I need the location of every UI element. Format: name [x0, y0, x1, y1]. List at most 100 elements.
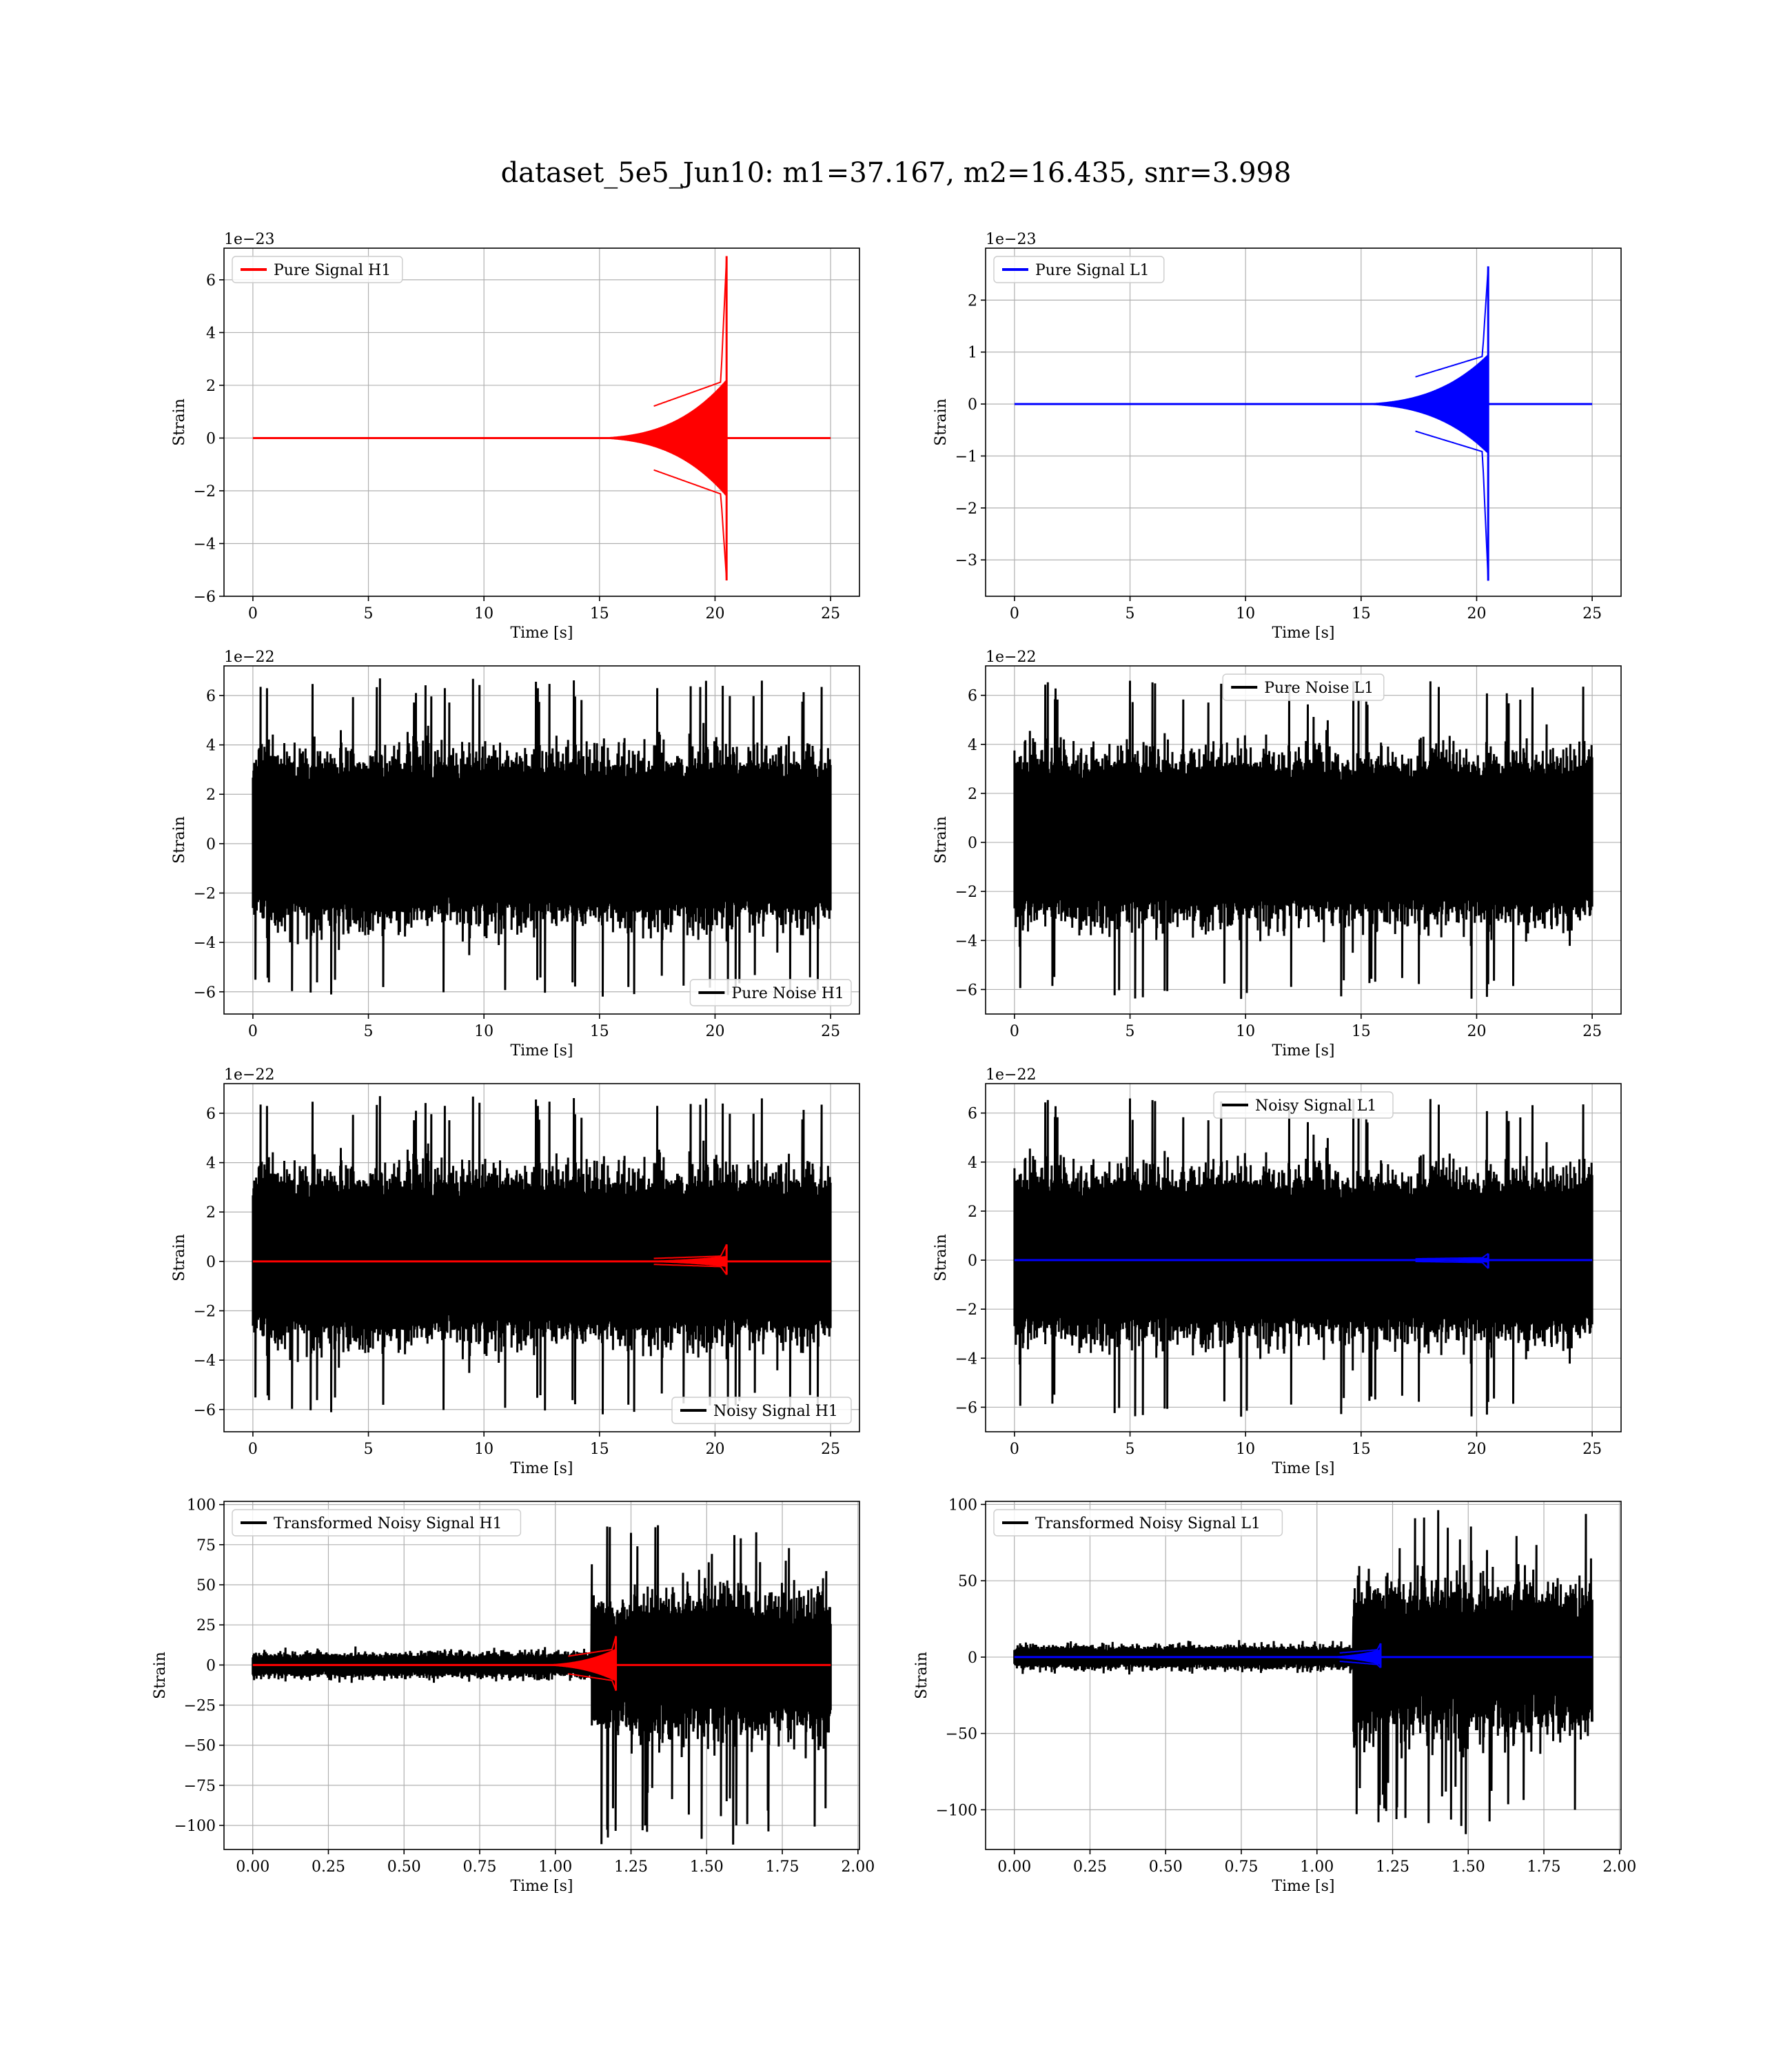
x-tick-label: 0 — [248, 1023, 258, 1040]
y-tick-label: 2 — [968, 786, 977, 803]
x-tick-label: 0 — [248, 1441, 258, 1458]
legend-label: Transformed Noisy Signal H1 — [274, 1515, 502, 1532]
series-line — [1013, 1098, 1594, 1417]
chirp-lower — [1339, 1661, 1381, 1669]
y-tick-label: 100 — [948, 1497, 977, 1514]
axes-frame — [223, 247, 860, 597]
y-tick-label: −50 — [946, 1726, 977, 1743]
chirp-upper — [1415, 1253, 1489, 1260]
y-tick-label: −6 — [194, 984, 216, 1002]
subplot-8: 0.00 0.25 0.50 0.75 1.00 1.25 1.50 1.75 2.00 −100… — [913, 1497, 1636, 1895]
offset-text: 1e−23 — [224, 231, 274, 248]
offset-text: 1e−22 — [986, 1066, 1036, 1084]
legend-box — [232, 1509, 522, 1537]
chirp-envelope — [589, 1244, 728, 1275]
x-axis-label: Time [s] — [1272, 1042, 1334, 1060]
figure-title: dataset_5e5_Jun10: m1=37.167, m2=16.435,… — [500, 157, 1292, 189]
x-axis-label: Time [s] — [510, 1878, 573, 1895]
series-line — [1013, 680, 1594, 1000]
legend-label: Pure Noise L1 — [1264, 680, 1374, 697]
y-tick-label: 100 — [187, 1497, 216, 1514]
y-tick-label: −1 — [955, 448, 977, 465]
x-tick-label: 10 — [1236, 1023, 1255, 1040]
legend: Pure Noise L1 — [1222, 673, 1385, 701]
x-tick-label: 10 — [1236, 1441, 1255, 1458]
y-tick-label: −2 — [955, 500, 977, 518]
x-tick-label: 25 — [1582, 1023, 1602, 1040]
x-tick-label: 0.25 — [312, 1858, 345, 1876]
y-tick-label: −4 — [194, 1352, 216, 1370]
y-axis-label: Strain — [152, 1652, 169, 1699]
x-tick-label: 0.00 — [997, 1858, 1031, 1876]
x-tick-label: 20 — [1467, 605, 1486, 622]
y-tick-label: 0 — [206, 430, 216, 447]
y-tick-label: 2 — [206, 1204, 216, 1221]
y-axis-label: Strain — [171, 398, 188, 446]
y-tick-label: 0 — [206, 1657, 216, 1674]
x-tick-label: 10 — [474, 1441, 493, 1458]
axes-frame — [985, 665, 1622, 1015]
y-tick-label: −75 — [184, 1778, 216, 1795]
legend-label: Pure Signal L1 — [1035, 262, 1150, 279]
x-tick-label: 1.00 — [538, 1858, 572, 1876]
x-tick-label: 20 — [705, 1441, 724, 1458]
x-tick-label: 15 — [1352, 1023, 1371, 1040]
y-axis-label: Strain — [171, 816, 188, 864]
y-tick-label: 50 — [958, 1573, 977, 1590]
legend-box — [689, 979, 852, 1006]
axes-frame — [985, 1083, 1622, 1432]
chirp-upper — [1415, 266, 1489, 378]
x-tick-label: 1.00 — [1300, 1858, 1334, 1876]
y-tick-label: 6 — [968, 1106, 977, 1123]
x-tick-label: 1.75 — [766, 1858, 800, 1876]
axes-frame — [985, 247, 1622, 597]
offset-text: 1e−22 — [986, 649, 1036, 666]
x-tick-label: 1.75 — [1527, 1858, 1561, 1876]
y-tick-label: 4 — [206, 325, 216, 342]
y-axis-label: Strain — [913, 1652, 930, 1699]
x-axis-label: Time [s] — [1272, 1878, 1334, 1895]
x-axis-label: Time [s] — [510, 1042, 573, 1060]
y-tick-label: 4 — [968, 737, 977, 754]
y-tick-label: 0 — [206, 1254, 216, 1271]
legend-label: Pure Noise H1 — [731, 985, 844, 1002]
y-axis-label: Strain — [933, 816, 950, 864]
series-line — [252, 1096, 832, 1415]
chirp-envelope — [521, 1636, 618, 1691]
y-tick-label: 0 — [968, 396, 977, 414]
x-tick-label: 20 — [705, 1023, 724, 1040]
axes-frame — [223, 665, 860, 1015]
x-tick-label: 15 — [590, 1441, 609, 1458]
x-tick-label: 0.25 — [1073, 1858, 1107, 1876]
y-tick-label: −100 — [174, 1818, 216, 1835]
chirp-envelope — [1303, 1643, 1382, 1668]
x-tick-label: 0 — [1010, 1023, 1019, 1040]
offset-text: 1e−22 — [224, 1066, 274, 1084]
legend-box — [1222, 673, 1385, 701]
legend-box — [993, 1509, 1283, 1537]
x-tick-label: 0.75 — [463, 1858, 497, 1876]
y-tick-label: 4 — [968, 1155, 977, 1172]
offset-text: 1e−22 — [224, 649, 274, 666]
subplot-6: 0 5 10 15 20 25 −6 −4 −2 0 2 4 6 Time [s] Strain 1e−22 N… — [933, 1066, 1622, 1477]
y-tick-label: −2 — [955, 1301, 977, 1319]
y-tick-label: 1 — [968, 345, 977, 362]
x-tick-label: 0.50 — [387, 1858, 421, 1876]
x-tick-label: 0.75 — [1225, 1858, 1259, 1876]
y-tick-label: −6 — [955, 1399, 977, 1417]
chirp-lower — [653, 469, 728, 581]
x-tick-label: 5 — [364, 1441, 374, 1458]
x-tick-label: 0.00 — [236, 1858, 269, 1876]
chirp-lower — [1415, 1261, 1489, 1269]
x-tick-label: 25 — [821, 605, 840, 622]
series-line — [1013, 1510, 1594, 1834]
x-tick-label: 1.25 — [614, 1858, 648, 1876]
chirp-lower — [568, 1673, 617, 1691]
y-tick-label: −4 — [194, 536, 216, 553]
x-tick-label: 5 — [364, 605, 374, 622]
x-tick-label: 15 — [1352, 1441, 1371, 1458]
legend-label: Noisy Signal L1 — [1255, 1097, 1376, 1115]
x-axis-label: Time [s] — [1272, 1460, 1334, 1477]
x-tick-label: 5 — [364, 1023, 374, 1040]
